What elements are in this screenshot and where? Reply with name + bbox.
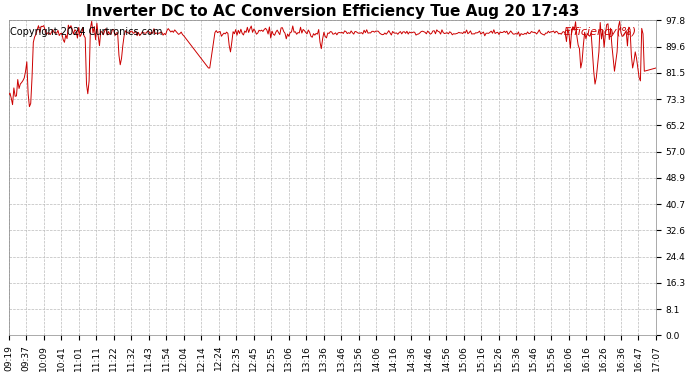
Title: Inverter DC to AC Conversion Efficiency Tue Aug 20 17:43: Inverter DC to AC Conversion Efficiency … xyxy=(86,4,579,19)
Text: Copyright 2024 Curtronics.com: Copyright 2024 Curtronics.com xyxy=(10,27,162,37)
Text: Efficiency(%): Efficiency(%) xyxy=(564,27,637,37)
